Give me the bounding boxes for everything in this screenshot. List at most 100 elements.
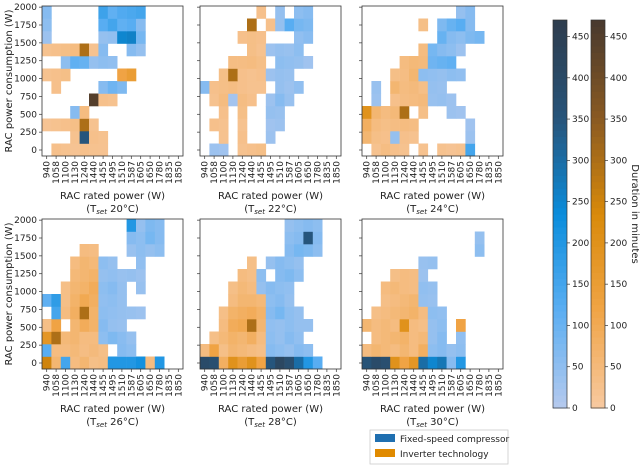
heat-cell <box>117 18 127 32</box>
colorbar-swatch <box>591 278 605 286</box>
heat-cell <box>89 294 99 307</box>
panel-p2: (Tset 22°C) <box>197 5 342 216</box>
heat-cell <box>456 68 466 82</box>
colorbar-tick-label: 0 <box>610 404 616 414</box>
heat-cell <box>284 319 295 332</box>
heat-cell <box>312 356 323 370</box>
x-tick-label: 1130 <box>71 374 81 397</box>
colorbar-swatch <box>553 78 567 86</box>
heat-cell <box>465 18 476 32</box>
heat-cell <box>70 118 80 132</box>
heat-cell <box>294 256 304 270</box>
heat-cell <box>418 143 429 157</box>
heat-cell <box>42 331 52 345</box>
heat-cell <box>107 356 118 370</box>
colorbar-tick-label: 350 <box>572 115 589 125</box>
heat-cell <box>437 68 447 82</box>
heat-cell <box>312 231 323 245</box>
x-tick-label: 1510 <box>276 374 286 397</box>
heat-cell <box>409 269 419 282</box>
x-tick-label: 1100 <box>382 161 392 184</box>
heat-cell <box>275 319 285 332</box>
heat-cell <box>456 331 466 345</box>
heat-cell <box>427 331 438 345</box>
heat-cell <box>79 106 90 119</box>
x-tick-label: 1240 <box>238 374 248 397</box>
legend-label: Inverter technology <box>400 450 489 460</box>
heat-cell <box>117 344 127 357</box>
heat-cell <box>228 281 238 295</box>
colorbar-swatch <box>591 45 605 53</box>
x-tick-label: 1058 <box>210 374 220 397</box>
x-tick-label: 1240 <box>400 161 410 184</box>
heat-cell <box>265 319 276 332</box>
colorbar-swatch <box>591 39 605 47</box>
colorbar-swatch <box>553 45 567 53</box>
heat-cell <box>136 269 146 282</box>
colorbar-swatch <box>553 323 567 331</box>
heat-cell <box>275 43 285 57</box>
colorbar-swatch <box>553 220 567 228</box>
heat-cell <box>237 281 248 295</box>
heat-cell <box>98 6 109 19</box>
heat-cell <box>275 269 285 282</box>
heat-cell <box>265 344 276 357</box>
heat-cell <box>98 81 109 94</box>
colorbar-fixed-speed <box>552 19 568 409</box>
x-axis-label: RAC rated power (W) <box>218 404 323 415</box>
heat-cell <box>474 244 485 257</box>
heat-cell <box>437 43 447 57</box>
heat-cell <box>409 56 419 69</box>
colorbar-tick-label: 450 <box>572 33 589 43</box>
x-tick-label: 1130 <box>391 374 401 397</box>
heat-cell <box>294 18 304 32</box>
x-tick-label: 1605 <box>457 161 467 184</box>
x-tick-label: 1440 <box>90 161 100 184</box>
heat-cell <box>117 269 127 282</box>
heat-cell <box>126 68 137 82</box>
x-tick-label: 1780 <box>156 374 166 397</box>
colorbar-swatch <box>553 91 567 99</box>
colorbar-swatch <box>553 343 567 351</box>
colorbar-swatch <box>591 226 605 234</box>
heat-cell <box>89 131 99 144</box>
heat-cell <box>409 331 419 345</box>
colorbar-swatch <box>553 311 567 319</box>
x-tick-label: 1835 <box>485 161 495 184</box>
panel-p4: (Tset 26°C) <box>39 218 184 429</box>
heat-cell <box>107 319 118 332</box>
colorbar-swatch <box>591 298 605 306</box>
colorbar-swatch <box>591 201 605 209</box>
x-tick-label: 1100 <box>220 161 230 184</box>
heat-cell <box>126 344 137 357</box>
heat-cell <box>390 294 400 307</box>
panel-p5: (Tset 28°C) <box>197 218 342 429</box>
heat-cell <box>256 31 267 44</box>
colorbar-tick-label: 150 <box>572 280 589 290</box>
heat-cell <box>409 344 419 357</box>
colorbar-swatch <box>553 201 567 209</box>
heat-cell <box>418 18 429 32</box>
heat-cell <box>60 281 71 295</box>
heat-cell <box>228 56 238 69</box>
heat-cell <box>399 306 410 320</box>
heat-cell <box>275 306 285 320</box>
panel-p3: (Tset 24°C) <box>359 5 504 216</box>
x-tick-label: 1455 <box>99 161 109 184</box>
colorbar-swatch <box>591 52 605 60</box>
heat-cell <box>126 6 137 19</box>
heat-cell <box>409 319 419 332</box>
heat-cell <box>303 31 314 44</box>
heat-cell <box>228 344 238 357</box>
x-tick-label: 1100 <box>382 374 392 397</box>
colorbar-swatch <box>591 188 605 196</box>
heat-cell <box>218 331 229 345</box>
y-axis-label: RAC power consumption (W) <box>4 222 15 365</box>
x-tick-label: 1650 <box>304 374 314 397</box>
subtitle-subscript: set <box>96 421 107 429</box>
heat-cell <box>247 18 257 32</box>
heat-cell <box>380 143 391 157</box>
colorbar-swatch <box>591 20 605 28</box>
heat-cell <box>89 319 99 332</box>
heat-cell <box>247 344 257 357</box>
